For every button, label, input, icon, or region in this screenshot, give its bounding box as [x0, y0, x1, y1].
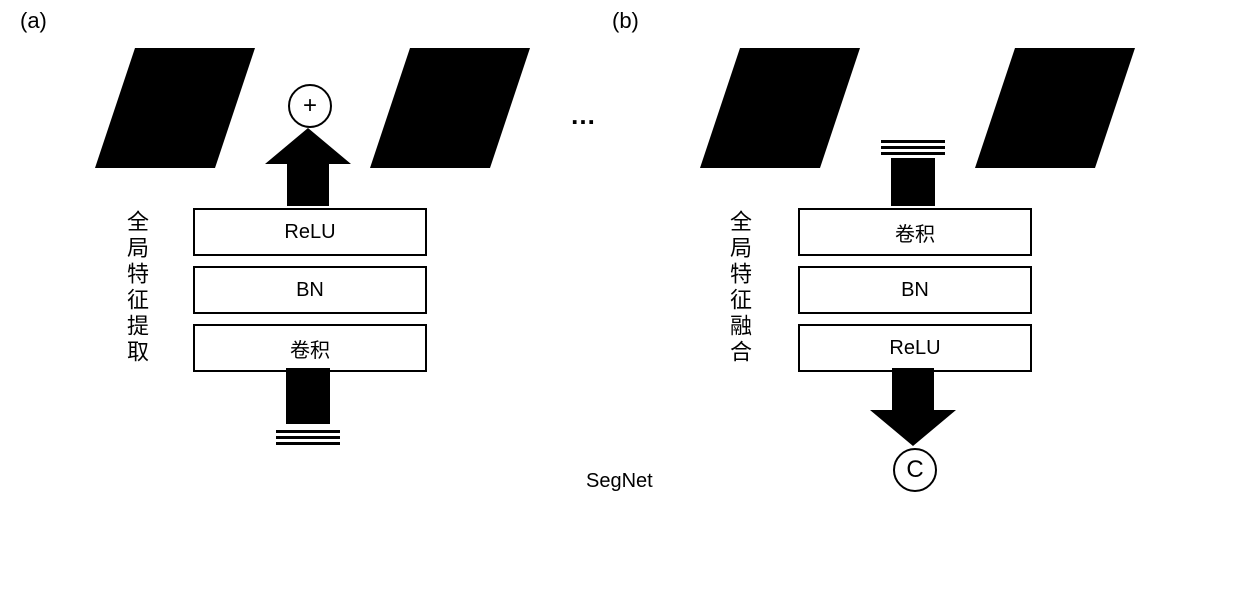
hbar: [881, 146, 945, 149]
panel-a-label: (a): [20, 8, 47, 34]
panel-b-vertical-label: 全局特征融合: [723, 210, 755, 366]
panel-b-box-stack: 卷积 BN ReLU: [798, 208, 1032, 372]
panel-a-up-arrow-icon: [265, 128, 351, 206]
panel-b-down-arrow-icon: [870, 368, 956, 446]
panel-b-top-shaft: [891, 158, 935, 206]
panel-b-box-2: BN: [798, 266, 1032, 314]
hbar: [276, 430, 340, 433]
panel-a-plus-circle: +: [288, 84, 332, 128]
hbar: [881, 152, 945, 155]
panel-b-left-slab: [700, 48, 860, 168]
panel-a-box-stack: ReLU BN 卷积: [193, 208, 427, 372]
panel-a-left-slab: [95, 48, 255, 168]
plus-icon: +: [303, 92, 317, 120]
hbar: [276, 436, 340, 439]
panel-b-box-1: 卷积: [798, 208, 1032, 256]
hbar: [881, 140, 945, 143]
panel-a-box-1: ReLU: [193, 208, 427, 256]
panel-b-c-circle: C: [893, 448, 937, 492]
concat-icon: C: [906, 456, 923, 484]
figure-caption: SegNet: [586, 470, 653, 493]
panel-a-box-2: BN: [193, 266, 427, 314]
panel-b-hbars: [881, 140, 945, 155]
panel-a-hbars: [276, 430, 340, 445]
panel-a-right-slab: [370, 48, 530, 168]
figure-canvas: (a) (b) … 全局特征提取 + ReLU BN 卷积: [0, 0, 1240, 596]
panel-a-vertical-label: 全局特征提取: [120, 210, 152, 366]
panel-a-tail-shaft: [286, 368, 330, 424]
panel-b-right-slab: [975, 48, 1135, 168]
hbar: [276, 442, 340, 445]
panel-b-label: (b): [612, 8, 639, 34]
ellipsis: …: [570, 100, 602, 131]
panel-a-box-3: 卷积: [193, 324, 427, 372]
panel-b-box-3: ReLU: [798, 324, 1032, 372]
